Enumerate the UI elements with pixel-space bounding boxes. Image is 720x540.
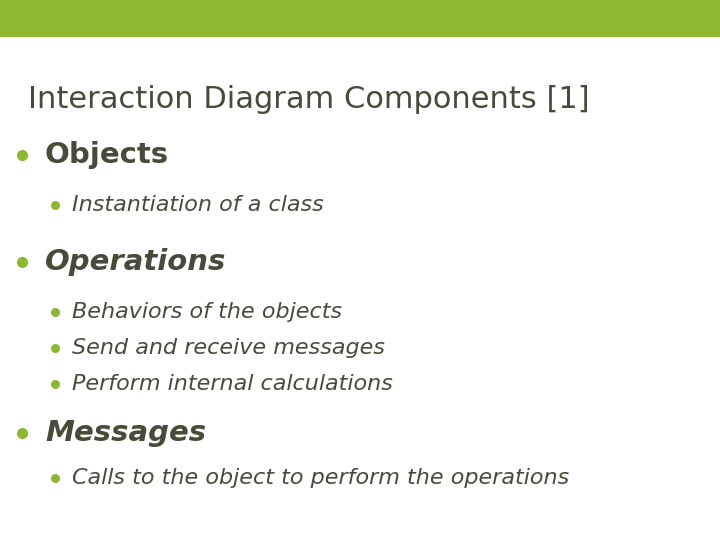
Text: Objects: Objects xyxy=(45,141,169,169)
Text: Interaction Diagram Components [1]: Interaction Diagram Components [1] xyxy=(28,85,590,114)
Text: Operations: Operations xyxy=(45,248,226,276)
Text: Send and receive messages: Send and receive messages xyxy=(72,338,385,358)
Text: Behaviors of the objects: Behaviors of the objects xyxy=(72,302,342,322)
Text: Perform internal calculations: Perform internal calculations xyxy=(72,374,393,394)
Text: Calls to the object to perform the operations: Calls to the object to perform the opera… xyxy=(72,468,570,488)
Text: Instantiation of a class: Instantiation of a class xyxy=(72,195,324,215)
Bar xyxy=(0,0,720,37)
Text: Messages: Messages xyxy=(45,419,206,447)
